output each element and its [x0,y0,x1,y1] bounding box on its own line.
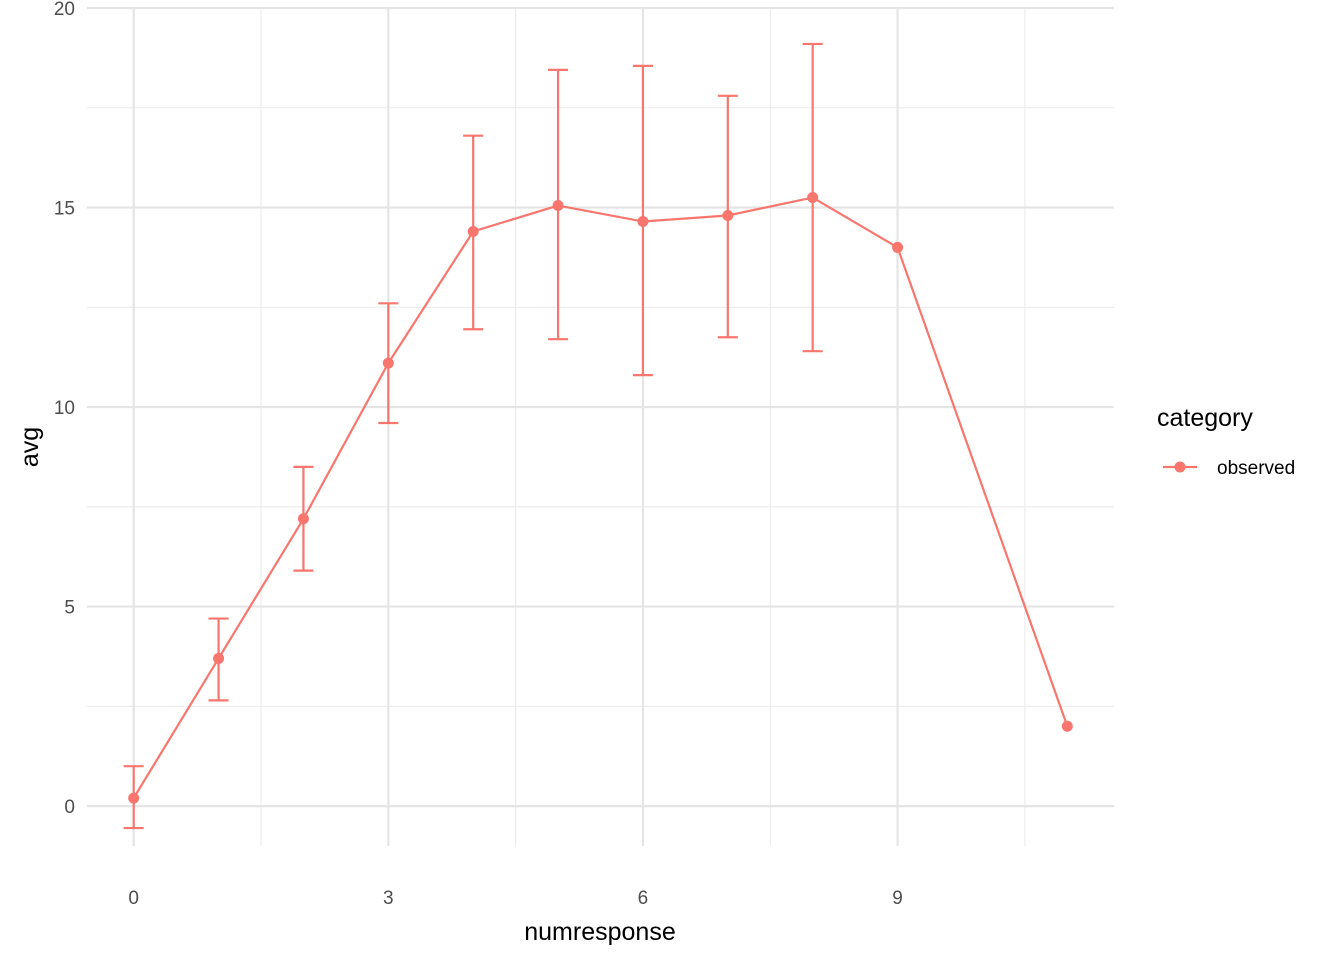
x-axis-title: numresponse [524,918,675,946]
series-line-observed [132,196,1069,799]
legend-key-point [1174,461,1186,473]
x-tick-label: 0 [128,888,139,909]
error-bars [123,42,823,830]
y-axis-tick-labels: 0 5 10 15 20 [54,0,75,818]
data-point [807,192,819,204]
x-tick-label: 3 [383,888,394,909]
data-point [1061,720,1073,732]
y-tick-label: 0 [64,797,75,818]
series-lines [132,196,1069,799]
legend-title: category [1157,404,1253,432]
data-point [722,210,734,222]
y-tick-label: 20 [54,0,75,20]
y-tick-label: 10 [54,398,75,419]
data-points [128,192,1073,804]
data-point [128,792,140,804]
data-point [552,200,564,212]
data-point [892,241,904,253]
x-tick-label: 6 [638,888,649,909]
minor-gridlines [87,8,1114,846]
y-tick-label: 15 [54,199,75,220]
y-tick-label: 5 [64,598,75,619]
y-axis-title: avg [16,427,44,467]
legend-label-observed: observed [1217,458,1295,479]
x-axis-tick-labels: 0 3 6 9 [128,888,902,909]
data-point [382,357,394,369]
data-point [637,215,649,227]
data-point [213,652,225,664]
x-tick-label: 9 [892,888,903,909]
legend: category observed [1157,404,1295,479]
data-point [297,513,309,525]
data-point [467,225,479,237]
major-gridlines [87,6,1114,846]
